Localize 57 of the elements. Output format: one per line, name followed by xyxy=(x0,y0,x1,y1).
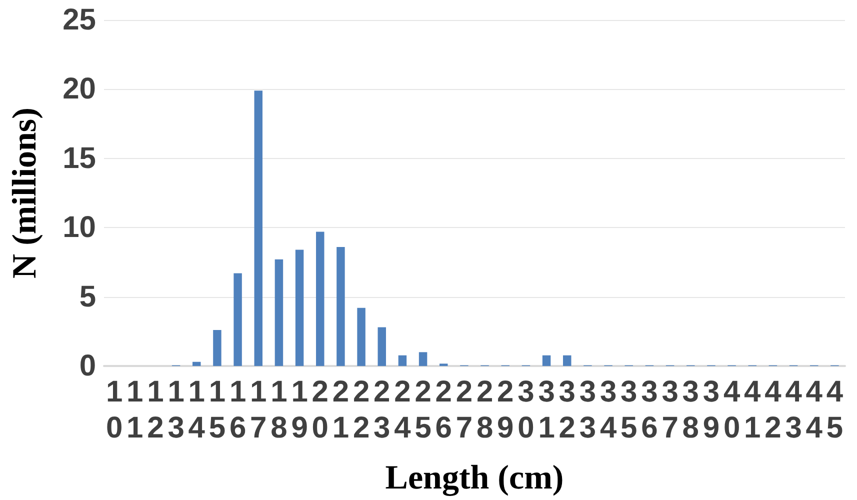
y-tick-label: 0 xyxy=(79,350,96,382)
x-tick-label: 41 xyxy=(744,376,762,444)
bar xyxy=(234,273,242,366)
x-tick-label: 30 xyxy=(518,376,534,444)
x-tick-label: 33 xyxy=(579,376,596,444)
x-tick-label: 37 xyxy=(662,376,678,444)
x-tick-label: 19 xyxy=(291,376,308,444)
bar xyxy=(254,90,262,366)
x-tick-label: 42 xyxy=(764,376,782,444)
x-tick-label: 26 xyxy=(435,376,452,444)
x-tick-label: 44 xyxy=(806,376,823,444)
x-tick-label: 20 xyxy=(312,376,328,444)
x-tick-label: 25 xyxy=(414,376,432,444)
x-tick-label: 21 xyxy=(332,376,350,444)
x-tick-label: 12 xyxy=(147,376,164,444)
x-tick-label: 28 xyxy=(476,376,494,444)
x-tick-label: 18 xyxy=(270,376,288,444)
bar xyxy=(563,355,572,366)
x-tick-label: 34 xyxy=(600,376,617,444)
x-tick-label: 24 xyxy=(394,376,412,444)
x-tick-label: 16 xyxy=(229,376,246,444)
x-tick-label: 22 xyxy=(352,376,370,444)
bar xyxy=(192,362,201,366)
y-tick-label: 5 xyxy=(79,280,96,314)
bar xyxy=(274,259,284,366)
y-tick-label: 15 xyxy=(62,142,96,175)
x-tick-label: 45 xyxy=(826,376,844,444)
x-tick-label: 17 xyxy=(250,376,267,444)
x-tick-label: 39 xyxy=(702,376,720,444)
bar xyxy=(398,355,407,366)
x-tick-label: 31 xyxy=(538,376,555,444)
x-tick-label: 29 xyxy=(497,376,514,444)
x-tick-label: 27 xyxy=(456,376,473,444)
x-tick-label: 15 xyxy=(208,376,226,444)
x-tick-label: 13 xyxy=(168,376,184,444)
bar xyxy=(542,355,551,366)
bar xyxy=(295,250,304,366)
bar xyxy=(316,232,324,366)
bar xyxy=(336,246,345,366)
x-tick-label: 23 xyxy=(374,376,390,444)
x-tick-label: 38 xyxy=(682,376,699,444)
x-tick-label: 11 xyxy=(126,376,144,444)
bar xyxy=(378,327,386,366)
y-tick-label: 10 xyxy=(62,211,96,244)
x-tick-label: 14 xyxy=(188,376,206,444)
x-tick-label: 36 xyxy=(641,376,658,444)
x-tick-label: 40 xyxy=(723,376,740,444)
y-tick-label: 20 xyxy=(62,72,96,106)
x-tick-label: 43 xyxy=(785,376,802,444)
bar xyxy=(213,330,222,366)
bar xyxy=(418,352,428,366)
y-tick-label: 25 xyxy=(62,4,96,36)
y-axis-title: N (millions) xyxy=(6,108,44,278)
x-tick-label: 35 xyxy=(620,376,638,444)
x-axis-title: Length (cm) xyxy=(385,460,564,496)
x-tick-label: 32 xyxy=(558,376,576,444)
bar xyxy=(357,308,366,366)
